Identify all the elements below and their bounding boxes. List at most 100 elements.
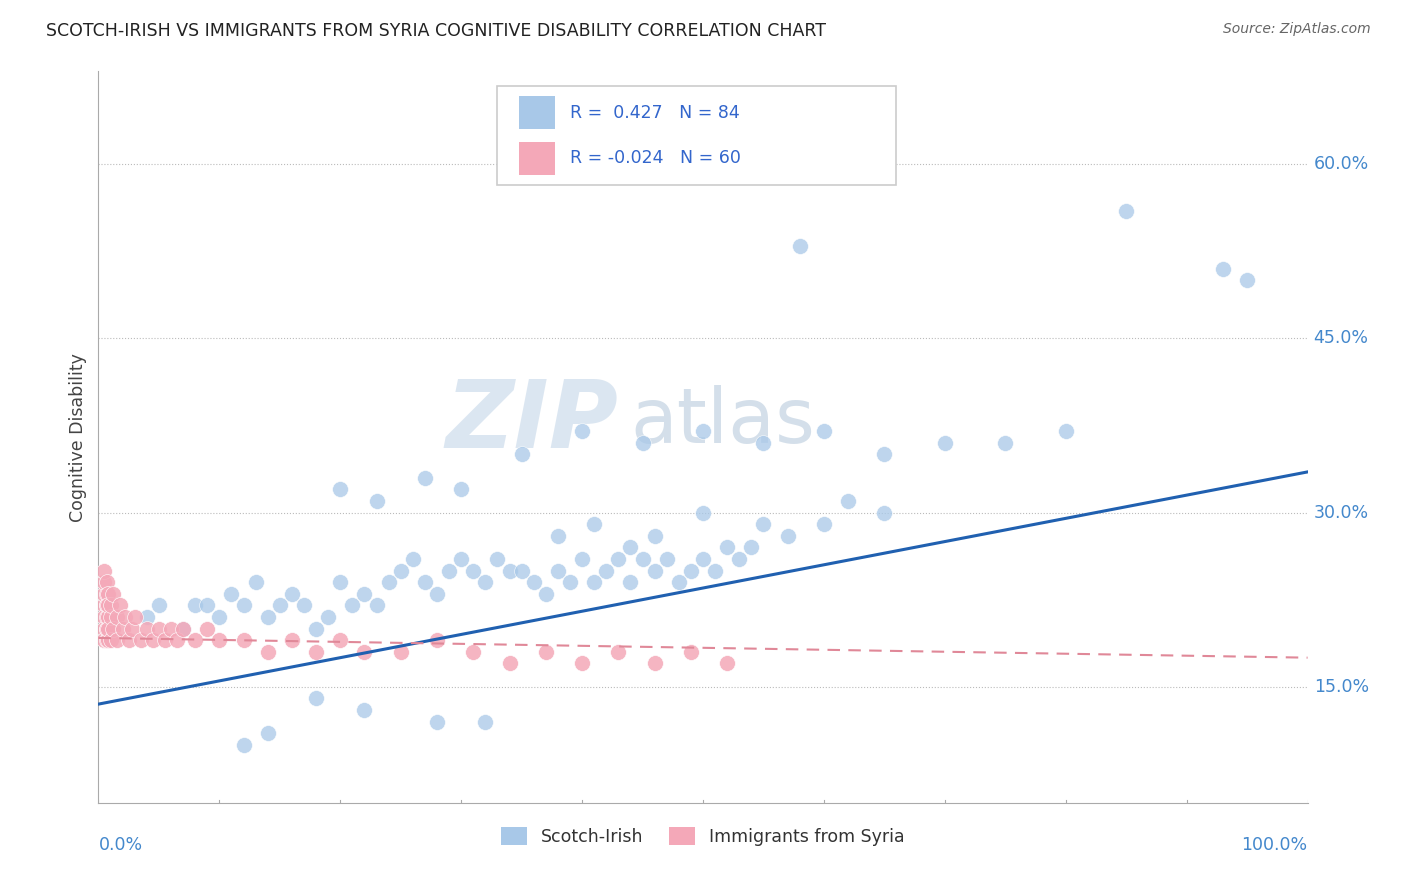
Point <box>329 575 352 590</box>
Point <box>498 657 520 671</box>
Point <box>160 622 183 636</box>
Point <box>305 645 328 659</box>
Point <box>208 610 231 624</box>
Text: 30.0%: 30.0% <box>1313 504 1369 522</box>
Point <box>547 564 569 578</box>
Point <box>474 714 496 729</box>
Point <box>114 610 136 624</box>
Point <box>208 633 231 648</box>
Point <box>93 564 115 578</box>
Point <box>292 599 315 613</box>
Point <box>523 575 546 590</box>
Legend: Scotch-Irish, Immigrants from Syria: Scotch-Irish, Immigrants from Syria <box>494 820 912 853</box>
Point <box>679 564 702 578</box>
Point <box>195 622 218 636</box>
Point <box>100 599 122 613</box>
Point <box>450 483 472 497</box>
Point <box>96 633 118 648</box>
Point <box>474 575 496 590</box>
Point <box>679 645 702 659</box>
Point <box>172 622 194 636</box>
Point <box>97 633 120 648</box>
Point <box>752 436 775 450</box>
Point <box>353 587 375 601</box>
Point <box>595 564 617 578</box>
Point <box>619 541 641 555</box>
Point <box>934 436 956 450</box>
Text: R =  0.427   N = 84: R = 0.427 N = 84 <box>569 103 740 121</box>
Point <box>498 564 520 578</box>
Point <box>1236 273 1258 287</box>
Point <box>583 517 606 532</box>
Point <box>221 587 243 601</box>
Bar <box>519 142 555 175</box>
Point <box>752 517 775 532</box>
Point <box>463 645 485 659</box>
Point <box>329 633 352 648</box>
Point <box>142 633 165 648</box>
Point <box>121 622 143 636</box>
Point <box>96 610 118 624</box>
Point <box>195 599 218 613</box>
Point <box>184 633 207 648</box>
Point <box>96 575 118 590</box>
Point <box>631 436 654 450</box>
Point <box>463 564 485 578</box>
Point <box>692 552 714 566</box>
Point <box>692 424 714 438</box>
Point <box>716 657 738 671</box>
Point <box>692 506 714 520</box>
Point <box>994 436 1017 450</box>
Text: 0.0%: 0.0% <box>98 836 142 854</box>
Point <box>256 645 278 659</box>
Y-axis label: Cognitive Disability: Cognitive Disability <box>69 352 87 522</box>
Point <box>93 633 115 648</box>
Point <box>96 599 118 613</box>
Point <box>813 424 835 438</box>
Point <box>232 738 254 752</box>
Point <box>256 610 278 624</box>
Point <box>256 726 278 740</box>
Point <box>510 448 533 462</box>
Text: atlas: atlas <box>630 385 815 459</box>
Text: 60.0%: 60.0% <box>1313 155 1369 173</box>
Point <box>96 599 118 613</box>
Point <box>644 564 666 578</box>
Point <box>108 599 131 613</box>
Point <box>232 599 254 613</box>
Point <box>426 587 449 601</box>
Point <box>353 703 375 717</box>
Point <box>366 494 388 508</box>
Point <box>813 517 835 532</box>
Point <box>534 645 557 659</box>
Point <box>583 575 606 590</box>
Point <box>558 575 581 590</box>
Point <box>97 610 120 624</box>
Point <box>245 575 267 590</box>
Point <box>135 622 157 636</box>
Point <box>1212 261 1234 276</box>
Point <box>1054 424 1077 438</box>
Point <box>93 610 115 624</box>
Point <box>655 552 678 566</box>
Point <box>716 541 738 555</box>
Point <box>101 622 124 636</box>
Point <box>329 483 352 497</box>
Point <box>486 552 509 566</box>
Point <box>316 610 339 624</box>
Point <box>153 633 176 648</box>
Point <box>571 424 593 438</box>
Point <box>510 564 533 578</box>
Point <box>571 657 593 671</box>
Point <box>437 564 460 578</box>
Point <box>111 622 134 636</box>
Point <box>93 587 115 601</box>
Point <box>776 529 799 543</box>
Point <box>281 587 304 601</box>
Point <box>547 529 569 543</box>
Point <box>668 575 690 590</box>
Point <box>100 633 122 648</box>
Point <box>413 471 436 485</box>
Point <box>366 599 388 613</box>
Point <box>305 691 328 706</box>
